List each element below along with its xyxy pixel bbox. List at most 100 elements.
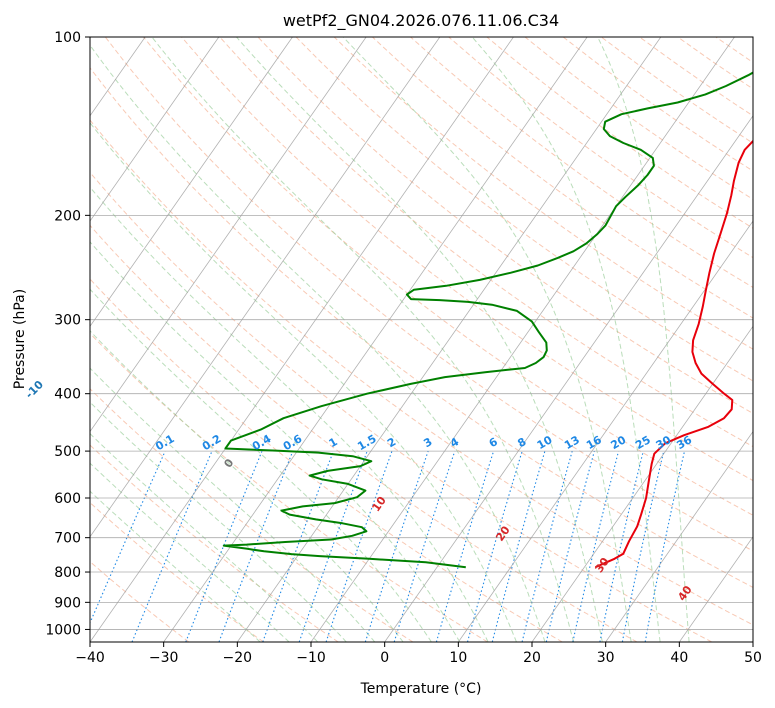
isotherm xyxy=(90,37,367,433)
dry-adiabat xyxy=(143,37,753,516)
dewpoint-profile xyxy=(222,71,753,569)
isotherm xyxy=(752,641,753,642)
moist-adiabat xyxy=(90,401,347,642)
dry-adiabat xyxy=(601,37,753,144)
mixing-ratio-label: 8 xyxy=(515,435,528,450)
dry-adiabat xyxy=(448,37,753,259)
mixing-ratio-line xyxy=(545,450,595,642)
isotherm xyxy=(679,536,753,642)
dry-adiabat xyxy=(90,388,414,642)
dry-adiabat xyxy=(104,37,753,552)
dry-adiabat xyxy=(486,37,753,229)
moist-adiabat xyxy=(90,44,546,642)
dry-adiabat xyxy=(90,278,563,642)
moist-adiabat xyxy=(90,367,376,642)
mixing-ratio-line xyxy=(572,450,620,642)
x-tick-label: −20 xyxy=(223,650,253,666)
mixing-ratio-line xyxy=(262,450,334,642)
gridlines xyxy=(0,37,753,642)
moist-adiabat xyxy=(90,241,461,642)
dry-adiabat xyxy=(715,37,753,64)
dry-adiabat xyxy=(90,332,488,642)
y-tick-label: 400 xyxy=(54,387,81,403)
y-tick-label: 700 xyxy=(54,531,81,547)
isotherm xyxy=(163,37,588,642)
isotherm xyxy=(90,37,514,642)
isotherm xyxy=(237,37,662,642)
isotherm xyxy=(531,325,753,642)
x-tick-label: 20 xyxy=(523,650,541,666)
moist-adiabat xyxy=(90,122,517,642)
mixing-ratio-label: 0.2 xyxy=(200,432,223,453)
moist-adiabat xyxy=(471,37,661,642)
y-tick-label: 100 xyxy=(54,30,81,46)
y-tick-label: 600 xyxy=(54,491,81,507)
x-tick-label: −40 xyxy=(75,650,105,666)
moist-adiabat xyxy=(342,37,632,642)
mixing-ratio-label: 13 xyxy=(562,433,582,452)
moist-adiabat xyxy=(90,462,290,642)
dry-adiabat xyxy=(639,37,753,117)
y-tick-label: 300 xyxy=(54,313,81,329)
x-tick-label: 50 xyxy=(744,650,762,666)
isotherm xyxy=(90,37,441,538)
mixing-ratio-label: 0.1 xyxy=(153,432,176,453)
mixing-ratio-label: 20 xyxy=(608,433,628,452)
dry-adiabat xyxy=(181,37,753,482)
mixing-ratio-line xyxy=(364,450,429,642)
y-axis: 100 200 300 400 500 600 700 800 900 1000 xyxy=(45,30,90,638)
dry-adiabat xyxy=(90,502,264,642)
dry-adiabat xyxy=(677,37,753,90)
y-tick-label: 800 xyxy=(54,565,81,581)
moist-adiabat xyxy=(597,37,690,642)
moist-adiabat xyxy=(90,186,489,642)
moist-adiabat-label: 10 xyxy=(369,494,389,514)
dry-adiabat xyxy=(90,67,753,588)
chart-title: wetPf2_GN04.2026.076.11.06.C34 xyxy=(283,11,559,31)
mixing-ratio-label: 36 xyxy=(674,433,694,452)
mixing-ratio-line xyxy=(185,450,263,642)
isotherm xyxy=(605,430,753,642)
x-tick-label: 0 xyxy=(380,650,389,666)
x-axis-label: Temperature (°C) xyxy=(360,681,482,697)
x-axis: −40 −30 −20 −10 0 10 20 30 40 50 xyxy=(75,642,762,666)
mixing-ratio-line xyxy=(325,450,393,642)
background-lines xyxy=(90,37,775,642)
x-tick-label: 30 xyxy=(597,650,615,666)
x-tick-label: 40 xyxy=(670,650,688,666)
y-tick-label: 900 xyxy=(54,595,81,611)
x-tick-label: −30 xyxy=(149,650,179,666)
x-tick-label: −10 xyxy=(296,650,326,666)
mixing-ratio-line xyxy=(599,450,644,642)
x-tick-label: 10 xyxy=(449,650,467,666)
dry-adiabat xyxy=(754,37,775,642)
isotherm xyxy=(310,37,735,642)
moist-adiabat xyxy=(90,288,432,642)
mixing-ratio-label: 16 xyxy=(584,433,604,452)
mixing-ratio-line xyxy=(491,450,546,642)
dry-adiabat xyxy=(90,560,190,642)
moist-adiabat-label: 40 xyxy=(675,583,695,603)
mixing-ratio-line xyxy=(644,450,686,642)
dry-adiabat xyxy=(410,37,753,289)
mixing-ratio-line xyxy=(298,450,368,642)
isotherm xyxy=(90,37,220,222)
y-axis-label: Pressure (hPa) xyxy=(12,289,28,389)
mixing-ratio-line xyxy=(466,450,523,642)
isopleth-labels: -100-90-80-70-60-50-40-30-20-100.10.20.4… xyxy=(23,378,695,604)
isotherm xyxy=(384,115,753,642)
isotherm xyxy=(90,37,293,327)
y-tick-label: 1000 xyxy=(45,622,81,638)
mixing-ratio-label: 3 xyxy=(421,435,434,450)
temperature-profile xyxy=(594,139,753,569)
mixing-ratio-line xyxy=(521,450,573,642)
mixing-ratio-line xyxy=(131,450,213,642)
mixing-ratio-label: 25 xyxy=(633,433,653,452)
dry-adiabat xyxy=(90,444,339,642)
profiles xyxy=(222,71,753,569)
isotherm xyxy=(0,37,72,642)
dry-adiabat xyxy=(90,119,753,626)
y-tick-label: 500 xyxy=(54,444,81,460)
mixing-ratio-line xyxy=(621,450,665,642)
